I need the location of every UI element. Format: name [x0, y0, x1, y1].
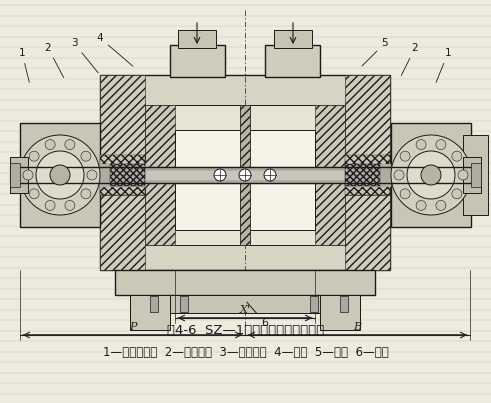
Circle shape — [81, 151, 91, 161]
Text: 1: 1 — [436, 48, 451, 83]
Bar — [265, 45, 320, 77]
Bar — [130, 295, 360, 313]
Bar — [471, 163, 481, 187]
Bar — [110, 164, 145, 186]
Bar — [274, 30, 312, 48]
Circle shape — [436, 200, 446, 210]
Circle shape — [436, 139, 446, 150]
Circle shape — [81, 189, 91, 199]
Circle shape — [65, 200, 75, 210]
Bar — [20, 123, 100, 227]
Circle shape — [214, 169, 226, 181]
Circle shape — [239, 169, 251, 181]
Text: 3: 3 — [71, 38, 98, 73]
Text: X': X' — [240, 305, 250, 315]
Circle shape — [407, 151, 455, 199]
Bar — [315, 105, 345, 245]
Bar — [145, 105, 345, 245]
Circle shape — [45, 200, 55, 210]
Bar — [115, 270, 375, 295]
Bar — [240, 105, 250, 245]
Bar — [100, 155, 145, 195]
Circle shape — [36, 151, 84, 199]
Bar — [345, 75, 390, 270]
Text: 2: 2 — [45, 43, 64, 77]
Circle shape — [421, 165, 441, 185]
Bar — [180, 296, 188, 312]
Circle shape — [452, 189, 462, 199]
Bar — [310, 296, 318, 312]
Circle shape — [50, 165, 70, 185]
Bar — [340, 296, 348, 312]
Circle shape — [23, 170, 33, 180]
Bar — [240, 130, 315, 230]
Bar — [100, 75, 390, 270]
Circle shape — [20, 135, 100, 215]
Text: 4: 4 — [97, 33, 133, 66]
Text: 1: 1 — [19, 48, 29, 82]
Circle shape — [264, 169, 276, 181]
Text: 1—滚珠轴承架  2—密封填料  3—转子部分  4—后盖  5—前盖  6—泵体: 1—滚珠轴承架 2—密封填料 3—转子部分 4—后盖 5—前盖 6—泵体 — [103, 345, 388, 359]
Bar — [345, 155, 390, 195]
Bar — [240, 105, 250, 245]
Bar — [100, 155, 145, 195]
Circle shape — [87, 170, 97, 180]
Bar — [178, 30, 216, 48]
Circle shape — [400, 189, 410, 199]
Circle shape — [416, 139, 426, 150]
Text: 6: 6 — [247, 302, 269, 328]
Text: 2: 2 — [401, 43, 418, 75]
Text: 图4-6  SZ—1型水环式真空泵结构图: 图4-6 SZ—1型水环式真空泵结构图 — [167, 324, 324, 337]
Bar — [175, 130, 250, 230]
Bar — [150, 296, 158, 312]
Text: 5: 5 — [362, 38, 388, 66]
Bar — [100, 75, 145, 270]
Bar — [145, 105, 175, 245]
Bar — [130, 295, 170, 330]
Circle shape — [29, 189, 39, 199]
Bar — [320, 295, 360, 330]
Bar — [170, 45, 225, 77]
Text: P: P — [129, 322, 136, 332]
Circle shape — [45, 139, 55, 150]
Circle shape — [391, 135, 471, 215]
Circle shape — [65, 139, 75, 150]
Circle shape — [416, 200, 426, 210]
Circle shape — [400, 151, 410, 161]
Circle shape — [29, 151, 39, 161]
Bar — [463, 157, 481, 193]
Bar — [10, 157, 28, 193]
Bar — [463, 135, 488, 215]
Bar — [10, 163, 20, 187]
Bar — [345, 164, 380, 186]
Circle shape — [458, 170, 468, 180]
Circle shape — [452, 151, 462, 161]
Text: B: B — [354, 322, 361, 332]
Bar — [391, 123, 471, 227]
Circle shape — [394, 170, 404, 180]
Bar — [345, 155, 390, 195]
